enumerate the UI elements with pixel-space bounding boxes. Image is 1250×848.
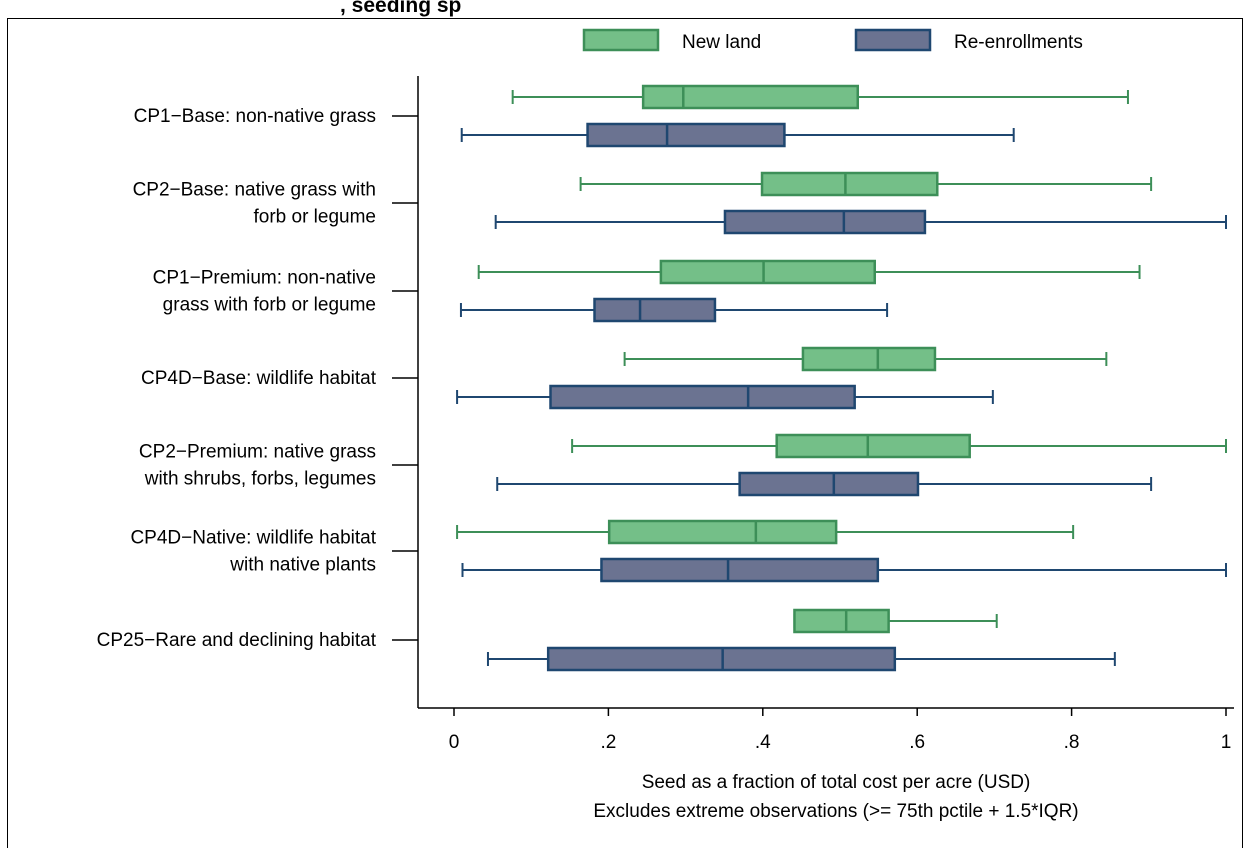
- iqr-box: [738, 471, 920, 497]
- y-category-label: forb or legume: [253, 207, 376, 228]
- legend: New land Re-enrollments: [582, 28, 1083, 53]
- iqr-box: [593, 297, 717, 323]
- new-land-box: [571, 433, 1227, 459]
- y-category-label: CP1−Base: non-native grass: [134, 106, 376, 127]
- iqr-box: [586, 122, 786, 148]
- new-land-box: [793, 608, 998, 634]
- y-category-label: with native plants: [229, 555, 376, 576]
- iqr-box: [775, 433, 971, 459]
- re-enrollment-box: [456, 384, 994, 410]
- x-tick-label: 1: [1221, 732, 1232, 753]
- new-land-box: [456, 519, 1075, 545]
- new-land-box: [477, 259, 1141, 285]
- x-tick-label: .6: [909, 732, 925, 753]
- new-land-box: [579, 171, 1153, 197]
- y-category-label: with shrubs, forbs, legumes: [144, 469, 376, 490]
- iqr-box: [801, 346, 937, 372]
- x-tick-label: 0: [449, 732, 460, 753]
- re-enrollment-box: [486, 646, 1116, 672]
- re-enrollment-box: [461, 557, 1227, 583]
- y-category-label: grass with forb or legume: [163, 295, 376, 316]
- re-enrollment-legend-label: Re-enrollments: [954, 32, 1083, 53]
- x-tick-label: .8: [1064, 732, 1080, 753]
- chart-title-fragment: , seeding sp: [340, 0, 462, 17]
- box-series: [456, 84, 1227, 672]
- new-land-box: [623, 346, 1108, 372]
- new-land-legend-label: New land: [682, 32, 761, 53]
- iqr-box: [549, 384, 856, 410]
- re-enrollment-box: [459, 297, 889, 323]
- y-category-label: CP25−Rare and declining habitat: [97, 630, 377, 651]
- iqr-box: [760, 171, 939, 197]
- iqr-box: [659, 259, 876, 285]
- new-land-box: [511, 84, 1129, 110]
- x-tick-label: .2: [600, 732, 616, 753]
- y-category-labels: CP1−Base: non-native grass CP2−Base: nati…: [97, 106, 377, 651]
- iqr-box: [793, 608, 890, 634]
- axes: 0 .2 .4 .6 .8 1: [392, 76, 1234, 753]
- iqr-box: [723, 209, 927, 235]
- y-category-label: CP1−Premium: non-native: [153, 268, 376, 289]
- x-axis-note: Excludes extreme observations (>= 75th p…: [593, 801, 1078, 822]
- iqr-box: [600, 557, 880, 583]
- iqr-box: [641, 84, 860, 110]
- y-category-label: CP2−Premium: native grass: [139, 442, 376, 463]
- x-tick-label: .4: [755, 732, 771, 753]
- re-enrollment-legend-swatch: [854, 28, 932, 52]
- re-enrollment-box: [460, 122, 1015, 148]
- y-category-label: CP2−Base: native grass with: [133, 180, 376, 201]
- re-enrollment-box: [494, 209, 1227, 235]
- graph-frame: [7, 18, 1243, 848]
- y-category-label: CP4D−Native: wildlife habitat: [130, 528, 376, 549]
- x-axis-title: Seed as a fraction of total cost per acr…: [642, 772, 1031, 793]
- y-category-label: CP4D−Base: wildlife habitat: [141, 368, 377, 389]
- new-land-legend-swatch: [582, 28, 660, 52]
- iqr-box: [607, 519, 838, 545]
- re-enrollment-box: [496, 471, 1153, 497]
